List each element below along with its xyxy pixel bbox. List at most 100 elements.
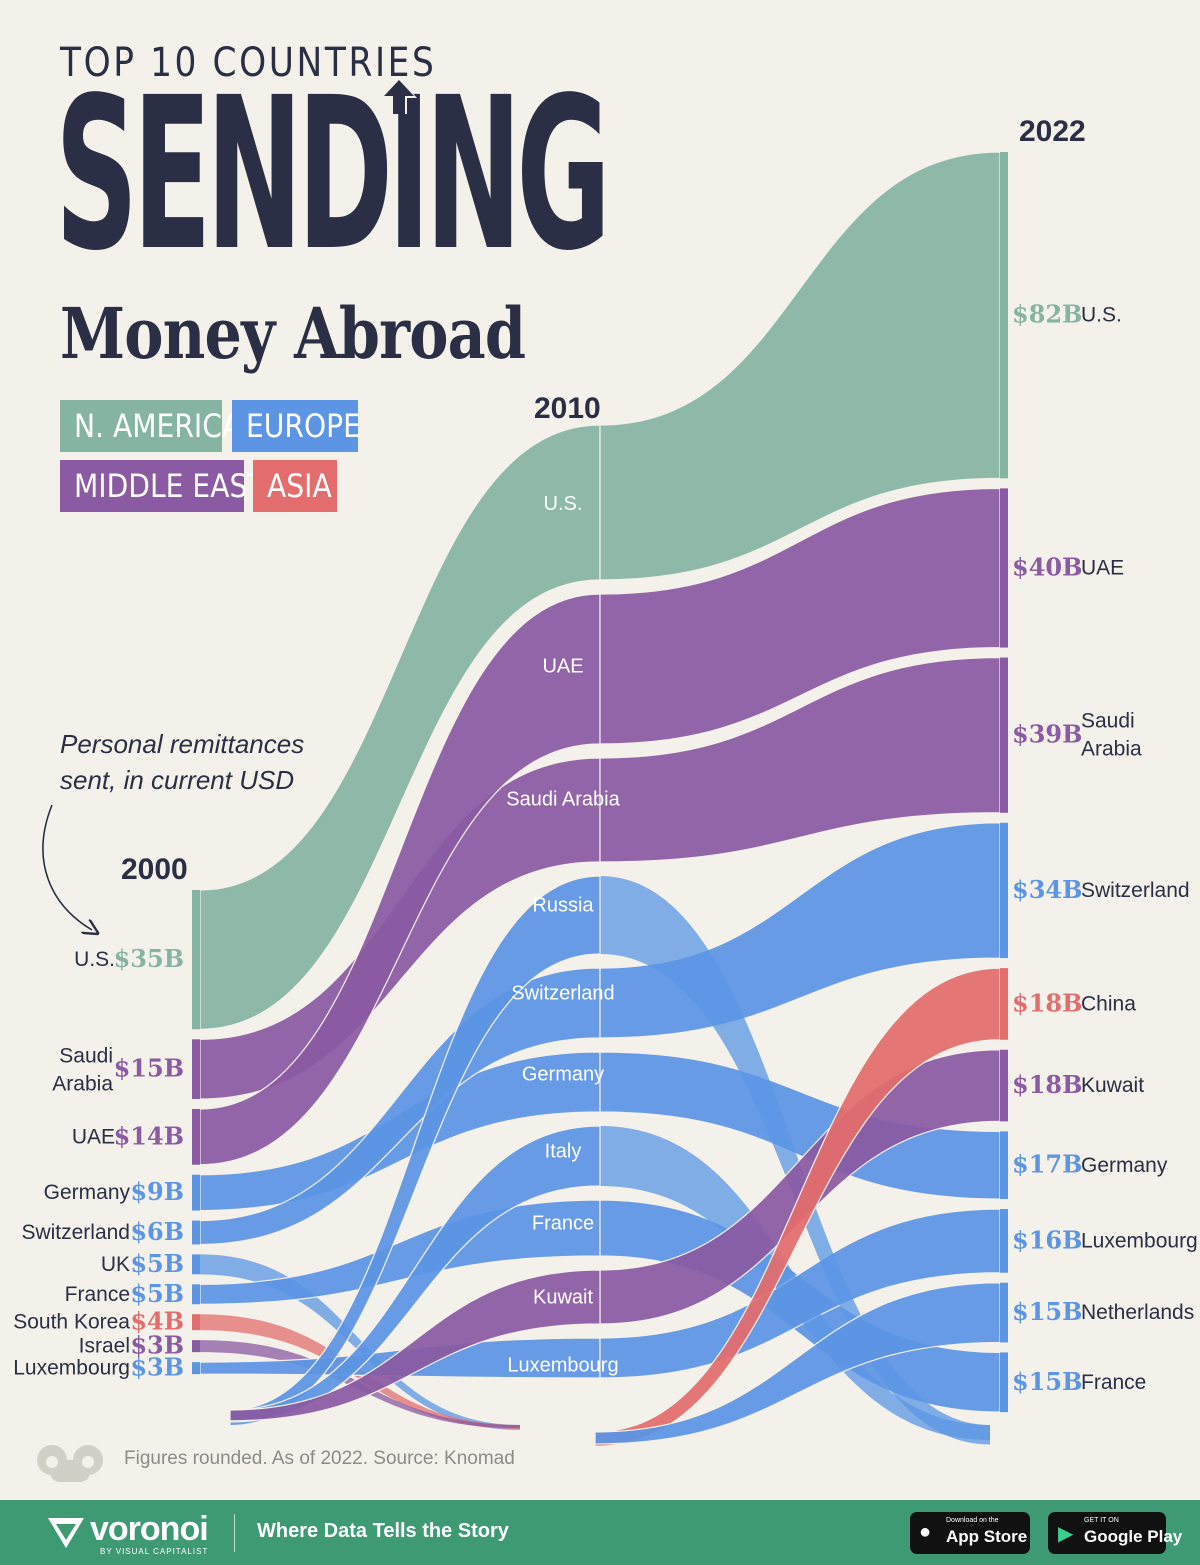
bar-2000-luxembourg (192, 1362, 200, 1375)
value-2022-france: $15B (1012, 1367, 1082, 1396)
bar-2022-kuwait (1000, 1049, 1008, 1122)
country-2022-uae: UAE (1081, 557, 1124, 580)
value-2022-switzerland: $34B (1012, 875, 1082, 904)
value-2000-south-korea: $4B (130, 1307, 184, 1336)
legend-north-america: N. AMERICA (60, 400, 241, 452)
label-2010-uae: UAE (542, 655, 583, 677)
legend-middle-east: MIDDLE EAST (60, 460, 265, 512)
bar-2022-u-s (1000, 152, 1008, 479)
ribbon-2010-2022-u-s (599, 151, 1001, 581)
units-note-line1: Personal remittances (60, 729, 305, 759)
legend-asia: ASIA (253, 460, 337, 512)
arrow-up-icon (381, 78, 417, 114)
country-2022-saudi-line1: Saudi (1081, 710, 1135, 733)
label-2010-france: France (532, 1212, 594, 1234)
footer-bar: voronoi BY VISUAL CAPITALIST Where Data … (0, 1500, 1200, 1565)
bar-2000-uae (192, 1109, 200, 1165)
brand-sub: BY VISUAL CAPITALIST (100, 1547, 209, 1556)
source-note: Figures rounded. As of 2022. Source: Kno… (124, 1448, 515, 1469)
bar-2000-germany (192, 1174, 200, 1211)
country-2000-france: France (65, 1283, 130, 1306)
label-2010-russia: Russia (532, 894, 594, 916)
bar-2000-switzerland (192, 1220, 200, 1245)
bar-2000-u-s (192, 890, 200, 1030)
apple-icon: ● (919, 1521, 932, 1543)
title-line2: SENDING (55, 52, 611, 297)
country-2022-switzerland: Switzerland (1081, 879, 1190, 902)
country-2000-uk: UK (101, 1253, 130, 1276)
app-store-small: Download on the (946, 1517, 999, 1524)
value-2000-luxembourg: $3B (130, 1353, 184, 1382)
country-2022-france: France (1081, 1371, 1146, 1394)
label-2010-luxembourg: Luxembourg (507, 1354, 618, 1376)
country-2022-kuwait: Kuwait (1081, 1074, 1144, 1097)
bar-2000-france (192, 1284, 200, 1305)
country-2022-netherlands: Netherlands (1081, 1301, 1194, 1324)
bar-2022-germany (1000, 1131, 1008, 1200)
ribbon-enter-russia (229, 875, 601, 1427)
tagline: Where Data Tells the Story (257, 1520, 509, 1542)
units-note: Personal remittances sent, in current US… (60, 726, 304, 798)
country-2000-saudi-line2: Arabia (52, 1073, 113, 1096)
value-2000-uk: $5B (130, 1249, 184, 1278)
label-2010-switzerland: Switzerland (511, 982, 614, 1004)
ribbon-exit-uk (200, 1254, 520, 1430)
bar-2000-israel (192, 1340, 200, 1353)
value-2000-switzerland: $6B (130, 1217, 184, 1246)
country-2000-u-s: U.S. (74, 948, 115, 971)
year-2022: 2022 (1019, 115, 1086, 148)
ribbon-exit-russia (600, 876, 990, 1445)
country-2000-south-korea: South Korea (13, 1311, 130, 1334)
value-2000-uae: $14B (114, 1121, 184, 1150)
value-2022-saudi-arabia: $39B (1012, 720, 1082, 749)
value-2022-germany: $17B (1012, 1150, 1082, 1179)
country-2022-luxembourg: Luxembourg (1081, 1229, 1198, 1252)
bar-2000-uk (192, 1254, 200, 1275)
bar-2022-uae (1000, 488, 1008, 648)
label-2010-germany: Germany (522, 1063, 604, 1085)
country-2000-luxembourg: Luxembourg (13, 1357, 130, 1380)
binoculars-icon (37, 1445, 103, 1482)
footer-divider (234, 1514, 235, 1552)
bar-2022-luxembourg (1000, 1209, 1008, 1273)
sankey-chart: $35BU.S.$15BSaudiArabia$14BUAE$9BGermany… (13, 151, 1198, 1447)
country-2022-germany: Germany (1081, 1154, 1168, 1177)
ribbon-enter-kuwait (229, 1269, 601, 1422)
value-2000-france: $5B (130, 1279, 184, 1308)
value-2022-u-s: $82B (1012, 300, 1082, 329)
value-2000-u-s: $35B (114, 944, 184, 973)
value-2000-saudi-arabia: $15B (114, 1054, 184, 1083)
country-2000-switzerland: Switzerland (21, 1221, 130, 1244)
title-line1: TOP 10 COUNTRIES (60, 40, 437, 86)
bar-2000-south-korea (192, 1314, 200, 1331)
value-2000-israel: $3B (130, 1331, 184, 1360)
bar-2022-france (1000, 1352, 1008, 1413)
value-2022-kuwait: $18B (1012, 1070, 1082, 1099)
country-2022-china: China (1081, 992, 1136, 1015)
google-play-small: GET IT ON (1084, 1517, 1119, 1524)
country-2000-uae: UAE (72, 1125, 115, 1148)
ribbon-exit-italy (600, 1126, 990, 1440)
year-2000: 2000 (121, 853, 188, 886)
value-2022-luxembourg: $16B (1012, 1225, 1082, 1254)
country-2000-saudi-line1: Saudi (59, 1045, 113, 1068)
country-2000-germany: Germany (44, 1181, 131, 1204)
year-2010: 2010 (534, 392, 601, 425)
legend-europe: EUROPE (232, 400, 361, 452)
bar-2022-china (1000, 968, 1008, 1040)
title-line3: Money Abroad (60, 292, 526, 375)
bar-2000-saudi-arabia (192, 1039, 200, 1099)
value-2022-netherlands: $15B (1012, 1297, 1082, 1326)
app-store-button[interactable]: ● Download on the App Store (910, 1512, 1030, 1554)
bar-2022-switzerland (1000, 822, 1008, 959)
app-store-label: App Store (946, 1527, 1028, 1546)
bar-2022-saudi-arabia (1000, 657, 1008, 813)
ribbon-enter-italy (229, 1125, 601, 1423)
google-play-button[interactable]: ▶ GET IT ON Google Play (1048, 1512, 1182, 1554)
voronoi-logo-icon (48, 1518, 84, 1548)
country-2022-saudi-line2: Arabia (1081, 738, 1142, 761)
country-2022-u-s: U.S. (1081, 304, 1122, 327)
label-2010-italy: Italy (545, 1140, 582, 1162)
value-2000-germany: $9B (130, 1177, 184, 1206)
value-2022-uae: $40B (1012, 552, 1082, 581)
